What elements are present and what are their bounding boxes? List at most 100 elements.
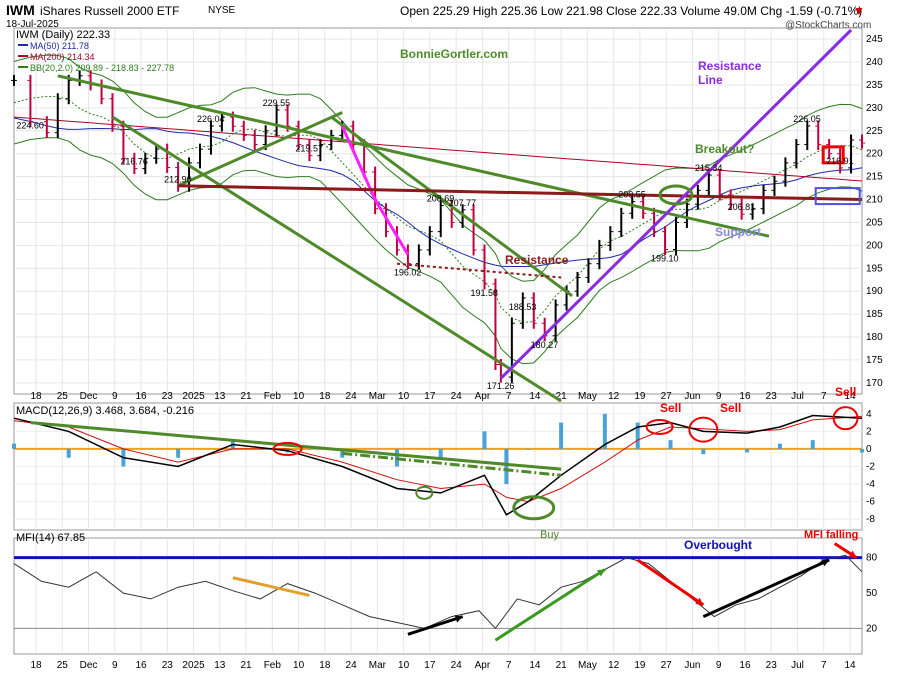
- x-tick-label: 23: [766, 660, 778, 671]
- macd-y-tick-label: -4: [866, 479, 875, 490]
- x-tick-label: 24: [346, 660, 358, 671]
- macd-title: MACD(12,26,9) 3.468, 3.684, -0.216: [16, 405, 194, 417]
- price-y-tick-label: 180: [866, 332, 883, 343]
- price-y-tick-label: 225: [866, 126, 883, 137]
- price-title: IWM (Daily) 222.33: [16, 29, 110, 41]
- sell-circle: [688, 416, 719, 443]
- x-tick-label: 27: [661, 660, 673, 671]
- legend-entry: MA(50) 211.78: [30, 41, 89, 51]
- x-tick-label: 12: [608, 391, 620, 402]
- mfi-green-arrow-head: [596, 569, 605, 577]
- macd-y-tick-label: 4: [866, 409, 872, 420]
- sell-label: Sell: [720, 401, 741, 415]
- mfi-green-arrow: [494, 568, 606, 642]
- macd-histogram-bar: [810, 440, 815, 449]
- x-tick-label: 16: [739, 660, 751, 671]
- macd-histogram-bar: [602, 413, 607, 449]
- mfi-trend-line: [232, 576, 310, 597]
- mfi-y-tick-label: 50: [866, 588, 878, 599]
- mfi-panel-frame: [13, 537, 863, 655]
- mfi-black-arrow-head: [821, 559, 830, 567]
- price-label: 226.04: [197, 114, 225, 124]
- price-panel-frame: [13, 27, 863, 395]
- downtrend-line: [57, 74, 770, 238]
- price-label: 215.34: [695, 163, 723, 173]
- support-box: [814, 187, 861, 206]
- price-label: 191.58: [471, 288, 499, 298]
- sell-circle: [645, 418, 674, 435]
- price-label: 226.05: [793, 114, 821, 124]
- x-tick-label: Feb: [264, 391, 282, 402]
- x-tick-label: 9: [112, 660, 118, 671]
- macd-histogram-bar: [340, 448, 345, 458]
- x-tick-label: Jun: [684, 660, 700, 671]
- price-y-tick-label: 215: [866, 172, 883, 183]
- sell-label: Sell: [835, 385, 856, 399]
- price-label: 216.76: [120, 157, 148, 167]
- mfi-black-arrow-head: [454, 615, 463, 623]
- x-tick-label: 10: [398, 391, 410, 402]
- x-tick-label: 21: [241, 391, 253, 402]
- x-tick-label: 19: [634, 391, 646, 402]
- macd-y-tick-label: -6: [866, 497, 875, 508]
- x-tick-label: 2025: [182, 391, 205, 402]
- price-label: 216.91: [826, 156, 854, 166]
- x-tick-label: 16: [739, 391, 751, 402]
- x-tick-label: 2025: [182, 660, 205, 671]
- price-label: 188.53: [509, 302, 537, 312]
- x-tick-label: 24: [451, 660, 463, 671]
- x-tick-label: 7: [506, 391, 512, 402]
- x-tick-label: 18: [319, 660, 331, 671]
- x-tick-label: Dec: [80, 660, 98, 671]
- x-tick-label: 7: [821, 660, 827, 671]
- chart-date: 18-Jul-2025: [6, 19, 59, 30]
- x-tick-label: 10: [293, 391, 305, 402]
- x-tick-label: 23: [162, 660, 174, 671]
- price-y-tick-label: 205: [866, 217, 883, 228]
- exchange: NYSE: [208, 5, 236, 16]
- mfi-black-arrow: [702, 558, 830, 618]
- macd-histogram-bar: [176, 448, 181, 458]
- macd-low-circle: [415, 485, 434, 500]
- macd-line: [13, 414, 863, 516]
- price-y-tick-label: 235: [866, 80, 883, 91]
- x-tick-label: 24: [451, 391, 463, 402]
- macd-histogram-bar: [12, 443, 16, 449]
- buy-circle: [512, 495, 556, 521]
- mfi-falling-label: MFI falling: [804, 529, 858, 541]
- x-tick-label: Jul: [791, 660, 804, 671]
- macd-histogram-bar: [504, 448, 509, 485]
- price-y-tick-label: 200: [866, 240, 883, 251]
- macd-y-tick-label: -2: [866, 462, 875, 473]
- x-tick-label: 14: [529, 660, 541, 671]
- macd-histogram-bar: [701, 448, 706, 455]
- change-down-icon: ▼: [853, 4, 865, 18]
- price-label: 180.27: [531, 340, 559, 350]
- buy-label: Buy: [540, 529, 559, 541]
- price-y-tick-label: 210: [866, 195, 883, 206]
- macd-trend-line: [342, 451, 562, 477]
- price-y-tick-label: 175: [866, 355, 883, 366]
- price-label: 219.57: [295, 144, 323, 154]
- red-box: [821, 145, 845, 165]
- x-tick-label: 16: [135, 660, 147, 671]
- price-label: 212.90: [164, 174, 192, 184]
- price-y-tick-label: 185: [866, 309, 883, 320]
- support-label: Support: [715, 225, 761, 239]
- price-label: 199.10: [651, 253, 679, 263]
- x-tick-label: 23: [162, 391, 174, 402]
- price-label: 229.55: [263, 98, 291, 108]
- mfi-black-arrow: [407, 615, 464, 636]
- legend-entry: MA(200) 214.34: [30, 52, 95, 62]
- macd-histogram-bar: [777, 443, 782, 449]
- x-tick-label: May: [578, 660, 597, 671]
- x-tick-label: Jul: [791, 391, 804, 402]
- uptrend-line: [177, 111, 343, 188]
- macd-y-tick-label: -8: [866, 514, 875, 525]
- x-tick-label: 24: [346, 391, 358, 402]
- x-tick-label: 14: [844, 391, 856, 402]
- mfi-red-arrow-head: [695, 597, 704, 605]
- x-tick-label: 13: [214, 391, 226, 402]
- x-tick-label: 14: [844, 660, 856, 671]
